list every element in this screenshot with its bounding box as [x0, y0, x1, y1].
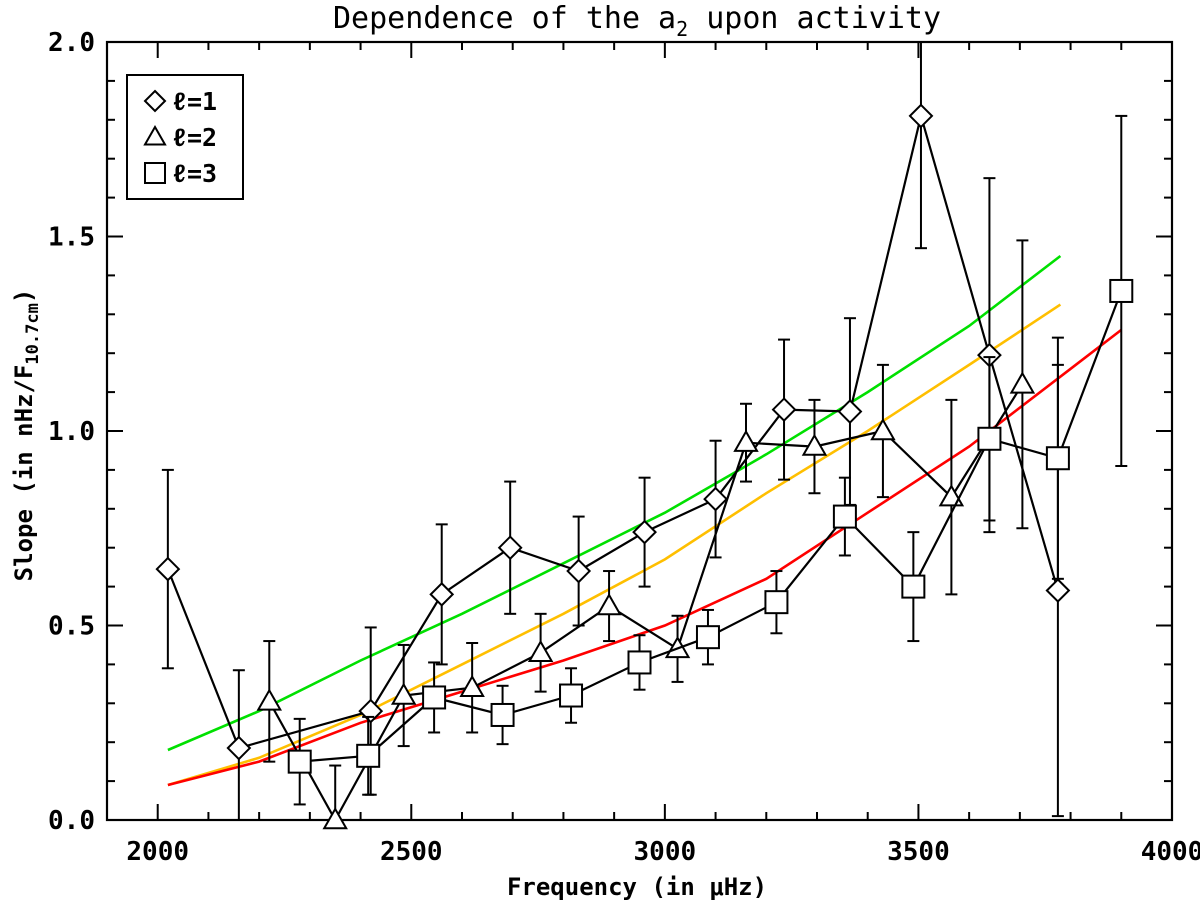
- y-tick-labels: 0.0 0.5 1.0 1.5 2.0: [48, 28, 95, 836]
- y-tick-label: 0.0: [48, 806, 95, 836]
- triangle-marker: [390, 682, 417, 705]
- diamond-marker: [143, 89, 167, 113]
- triangle-marker: [596, 593, 622, 616]
- triangle-marker: [1009, 371, 1036, 394]
- x-tick-label: 2500: [380, 837, 443, 867]
- y-tick-label: 2.0: [48, 28, 95, 58]
- axis-ticks: [106, 41, 1173, 821]
- y-tick-label: 1.5: [48, 223, 95, 253]
- diamond-marker: [429, 581, 455, 607]
- series-line: [268, 383, 1024, 823]
- triangle-marker: [256, 688, 283, 711]
- diamond-marker: [566, 558, 592, 584]
- y-axis-title: Slope (in nHz/F10.7cm): [10, 289, 43, 582]
- legend: ℓ=1 ℓ=2 ℓ=3: [126, 74, 244, 200]
- square-marker: [1045, 446, 1070, 471]
- square-marker: [695, 625, 720, 650]
- triangle-marker: [801, 433, 828, 456]
- diamond-marker: [837, 399, 863, 424]
- square-marker: [1109, 278, 1134, 303]
- y-tick-label: 1.0: [48, 417, 95, 447]
- model-line: [167, 303, 1062, 787]
- square-marker: [422, 685, 447, 710]
- diamond-marker: [1045, 578, 1071, 603]
- diamond-marker: [497, 535, 523, 561]
- triangle-marker: [527, 639, 554, 662]
- square-marker: [356, 743, 381, 768]
- triangle-marker: [322, 806, 348, 830]
- diamond-marker: [771, 397, 797, 423]
- square-marker: [559, 683, 584, 708]
- x-axis-title: Frequency (in μHz): [507, 873, 767, 901]
- triangle-marker: [733, 429, 759, 452]
- diamond-marker: [226, 735, 252, 761]
- square-marker: [901, 574, 926, 599]
- model-curves: [167, 254, 1123, 787]
- legend-label: ℓ=1: [172, 87, 217, 116]
- diamond-marker: [155, 556, 181, 582]
- series-diamond: [155, 42, 1071, 820]
- x-tick-label: 4000: [1141, 837, 1200, 867]
- square-marker: [832, 504, 857, 529]
- triangle-marker: [870, 417, 896, 441]
- diamond-marker: [703, 486, 728, 512]
- square-marker: [764, 590, 789, 615]
- x-tick-label: 3500: [887, 837, 950, 867]
- model-line: [167, 328, 1123, 787]
- triangle-marker: [143, 124, 167, 146]
- square-marker: [490, 702, 515, 727]
- square-marker: [627, 650, 652, 675]
- legend-label: ℓ=3: [172, 159, 217, 188]
- x-tick-label: 3000: [634, 837, 697, 867]
- model-line: [167, 254, 1062, 752]
- chart-title: Dependence of the a2 upon activity: [333, 1, 941, 41]
- y-tick-label: 0.5: [48, 612, 95, 642]
- x-tick-label: 2000: [126, 837, 189, 867]
- triangle-marker: [459, 674, 485, 697]
- diamond-marker: [358, 698, 384, 724]
- legend-label: ℓ=2: [172, 123, 217, 152]
- series-square: [287, 114, 1134, 806]
- square-marker: [977, 426, 1002, 451]
- diamond-marker: [632, 519, 657, 545]
- x-tick-labels: 2000 2500 3000 3500 4000: [126, 837, 1200, 867]
- square-marker: [287, 749, 312, 774]
- square-marker: [144, 162, 166, 184]
- diamond-marker: [908, 103, 934, 129]
- data-series: [155, 42, 1134, 830]
- series-line: [166, 111, 1059, 750]
